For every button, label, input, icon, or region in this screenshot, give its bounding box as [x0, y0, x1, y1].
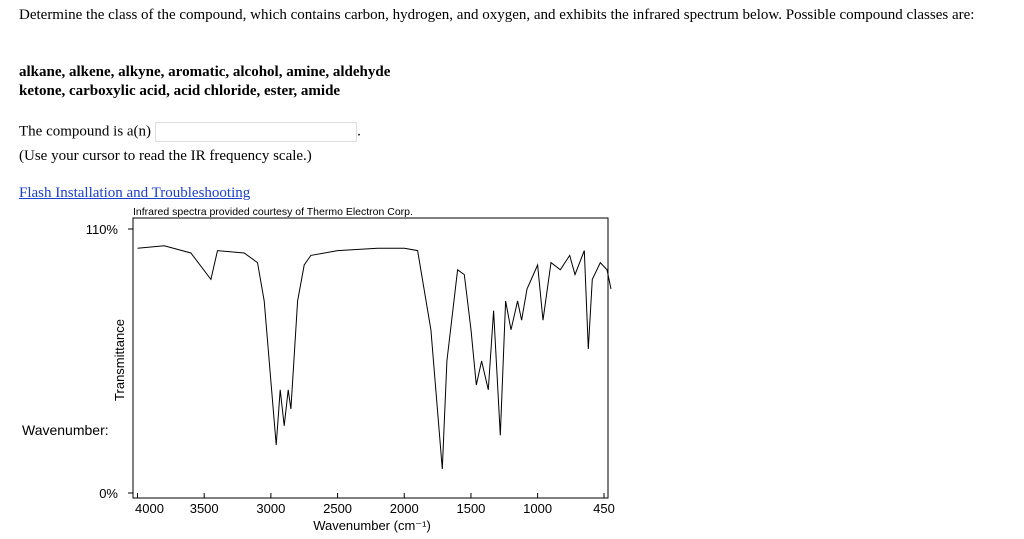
answer-end: . [357, 123, 361, 140]
x-tick-label: 1500 [456, 501, 485, 516]
x-tick-label: 2500 [323, 501, 352, 516]
chart-credit: Infrared spectra provided courtesy of Th… [133, 206, 413, 218]
classes-line: ketone, carboxylic acid, acid chloride, … [19, 83, 341, 99]
hint: (Use your cursor to read the IR frequenc… [19, 148, 312, 164]
x-tick-label: 2000 [390, 501, 419, 516]
y-axis-label: Transmittance [112, 319, 127, 401]
side-label: Wavenumber: [22, 422, 109, 438]
spectrum-line [137, 245, 612, 470]
plot-frame [132, 217, 609, 499]
x-axis-label: Wavenumber (cm⁻¹) [313, 518, 431, 533]
x-tick-label: 4000 [135, 501, 164, 516]
question-prompt: Determine the class of the compound, whi… [19, 7, 975, 23]
y-tick-label: 0% [99, 486, 118, 501]
answer-label: The compound is a(n) [19, 123, 152, 140]
x-tick-label: 450 [593, 501, 615, 516]
answer-input[interactable] [155, 122, 358, 142]
answer-row: The compound is a(n). [19, 122, 361, 142]
y-tick-label: 110% [86, 222, 119, 237]
x-tick-label: 1000 [523, 501, 552, 516]
x-tick-label: 3000 [256, 501, 285, 516]
help-link[interactable]: Flash Installation and Troubleshooting [19, 185, 251, 201]
x-tick-label: 3500 [190, 501, 219, 516]
classes-line: alkane, alkene, alkyne, aromatic, alcoho… [19, 64, 391, 80]
